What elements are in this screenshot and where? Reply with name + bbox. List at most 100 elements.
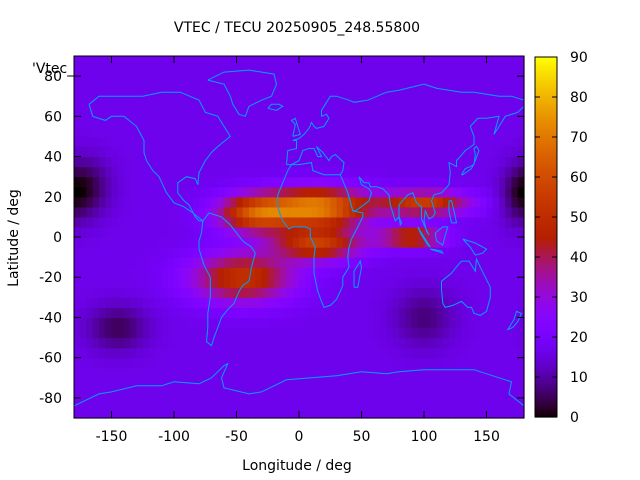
heatmap-cell xyxy=(392,247,400,258)
heatmap-cell xyxy=(99,337,106,349)
heatmap-cell xyxy=(474,277,481,288)
heatmap-cell xyxy=(180,247,188,258)
heatmap-cell xyxy=(167,307,175,319)
heatmap-cell xyxy=(274,116,281,127)
heatmap-cell xyxy=(361,126,369,138)
heatmap-cell xyxy=(374,136,381,148)
heatmap-cell xyxy=(136,387,144,399)
heatmap-cell xyxy=(392,357,400,369)
heatmap-cell xyxy=(124,146,131,158)
heatmap-cell xyxy=(224,347,231,359)
heatmap-cell xyxy=(130,106,138,117)
heatmap-cell xyxy=(242,166,250,178)
heatmap-cell xyxy=(99,287,106,298)
heatmap-cell xyxy=(280,307,288,319)
heatmap-cell xyxy=(424,337,431,349)
heatmap-cell xyxy=(449,237,456,248)
colorbar-segment xyxy=(535,355,557,358)
heatmap-cell xyxy=(299,186,306,198)
colorbar-segment xyxy=(535,329,557,332)
heatmap-cell xyxy=(80,347,88,359)
heatmap-cell xyxy=(205,237,213,248)
colorbar-segment xyxy=(535,359,557,362)
heatmap-cell xyxy=(480,337,488,349)
coastline xyxy=(290,117,301,137)
heatmap-cell xyxy=(130,277,138,288)
heatmap-cell xyxy=(261,76,269,87)
heatmap-cell xyxy=(211,337,219,349)
heatmap-cell xyxy=(424,196,431,208)
heatmap-cell xyxy=(236,186,244,198)
heatmap-cell xyxy=(136,277,144,288)
heatmap-cell xyxy=(199,357,206,369)
colorbar-segment xyxy=(535,229,557,232)
heatmap-cell xyxy=(517,126,525,138)
heatmap-cell xyxy=(261,56,269,67)
heatmap-cell xyxy=(192,407,200,419)
heatmap-cell xyxy=(161,297,169,308)
heatmap-cell xyxy=(405,146,413,158)
heatmap-cell xyxy=(236,327,244,339)
heatmap-cell xyxy=(324,347,331,359)
heatmap-cell xyxy=(224,136,231,148)
colorbar-segment xyxy=(535,277,557,280)
heatmap-cell xyxy=(74,337,81,349)
heatmap-cell xyxy=(436,327,444,339)
coastline xyxy=(73,362,525,407)
heatmap-cell xyxy=(299,297,306,308)
heatmap-cell xyxy=(142,66,150,77)
heatmap-cell xyxy=(136,196,144,208)
heatmap-cell xyxy=(161,216,169,228)
heatmap-cell xyxy=(461,397,469,409)
heatmap-cell xyxy=(486,307,494,319)
heatmap-cell xyxy=(311,86,319,97)
heatmap-cell xyxy=(174,357,181,369)
heatmap-cell xyxy=(230,327,238,339)
heatmap-cell xyxy=(499,146,506,158)
heatmap-cell xyxy=(405,267,413,278)
heatmap-cell xyxy=(180,377,188,389)
heatmap-cell xyxy=(374,66,381,77)
heatmap-cell xyxy=(336,116,344,127)
heatmap-cell xyxy=(349,146,356,158)
heatmap-cell xyxy=(411,136,419,148)
heatmap-cell xyxy=(361,267,369,278)
heatmap-cell xyxy=(430,287,438,298)
heatmap-cell xyxy=(267,136,275,148)
heatmap-cell xyxy=(249,407,256,419)
heatmap-cell xyxy=(355,86,363,97)
heatmap-cell xyxy=(280,156,288,168)
heatmap-cell xyxy=(74,307,81,319)
heatmap-cell xyxy=(399,146,406,158)
heatmap-cell xyxy=(336,146,344,158)
heatmap-cell xyxy=(336,347,344,359)
heatmap-cell xyxy=(274,146,281,158)
heatmap-cell xyxy=(92,136,100,148)
heatmap-cell xyxy=(142,226,150,238)
heatmap-cell xyxy=(355,247,363,258)
heatmap-cell xyxy=(474,407,481,419)
heatmap-cell xyxy=(405,307,413,319)
heatmap-cell xyxy=(142,56,150,67)
heatmap-cell xyxy=(336,176,344,188)
heatmap-cell xyxy=(442,186,450,198)
heatmap-cell xyxy=(430,216,438,228)
heatmap-cell xyxy=(424,247,431,258)
colorbar-segment xyxy=(535,357,557,360)
heatmap-cell xyxy=(161,166,169,178)
heatmap-cell xyxy=(317,176,325,188)
heatmap-cell xyxy=(380,226,388,238)
heatmap-cell xyxy=(111,206,119,218)
heatmap-cell xyxy=(255,367,263,379)
heatmap-cells xyxy=(74,56,525,419)
heatmap-cell xyxy=(292,106,300,117)
heatmap-cell xyxy=(311,226,319,238)
heatmap-cell xyxy=(349,156,356,168)
heatmap-cell xyxy=(86,247,94,258)
heatmap-cell xyxy=(286,146,294,158)
heatmap-cell xyxy=(436,267,444,278)
heatmap-cell xyxy=(492,106,500,117)
heatmap-cell xyxy=(442,387,450,399)
heatmap-cell xyxy=(180,186,188,198)
colorbar-segment xyxy=(535,371,557,374)
